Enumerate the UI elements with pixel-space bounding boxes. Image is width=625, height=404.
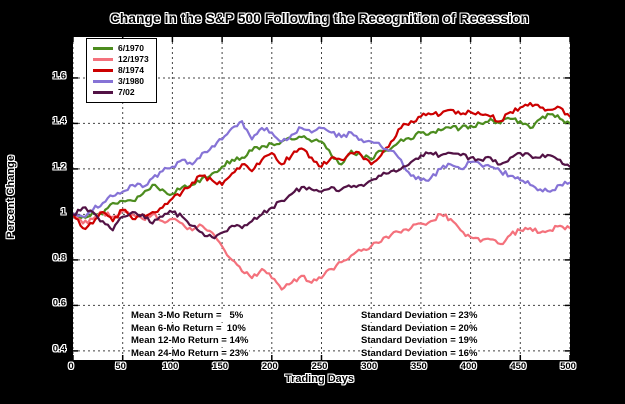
y-tick-label: 0.6: [52, 297, 66, 309]
legend-swatch: [93, 80, 113, 83]
x-axis-label: Trading Days: [284, 373, 355, 385]
annotation-line: Standard Deviation = 19%: [360, 335, 479, 346]
annotation-line: Mean 12-Mo Return = 14%: [130, 335, 250, 346]
legend-swatch: [93, 69, 113, 72]
legend-swatch: [93, 91, 113, 94]
x-tick-label: 250: [311, 361, 328, 372]
legend-item: 6/1970: [93, 43, 149, 54]
plot-svg: [73, 37, 570, 360]
series-line-12-1973: [73, 208, 570, 291]
series-line-3-1980: [73, 120, 570, 218]
x-tick-label: 500: [560, 361, 576, 372]
mean-return-annotation: Mean 3-Mo Return = 5% Mean 6-Mo Return = …: [130, 310, 250, 360]
legend-label: 3/1980: [118, 76, 144, 86]
legend-item: 3/1980: [93, 76, 149, 87]
y-tick-label: 0.4: [52, 343, 66, 355]
series-line-7-02: [73, 151, 570, 240]
plot-area: 6/1970 12/1973 8/1974 3/1980 7/02 Mean 3-Mo …: [71, 35, 572, 362]
legend-item: 7/02: [93, 87, 149, 98]
legend-label: 8/1974: [118, 65, 144, 75]
annotation-line: Standard Deviation = 20%: [360, 322, 479, 334]
annotation-line: Mean 24-Mo Return = 23%: [130, 347, 250, 359]
y-tick-label: 0.8: [52, 252, 66, 264]
legend-label: 12/1973: [118, 54, 149, 64]
chart-title: Change in the S&P 500 Following the Reco…: [109, 11, 530, 26]
standard-deviation-annotation: Standard Deviation = 23% Standard Deviati…: [360, 310, 479, 360]
x-tick-label: 50: [115, 361, 126, 372]
legend-label: 6/1970: [118, 43, 144, 53]
annotation-line: Standard Deviation = 16%: [360, 347, 479, 359]
y-tick-label: 1.2: [52, 161, 66, 173]
x-tick-label: 0: [68, 361, 74, 372]
annotation-line: Mean 6-Mo Return = 10%: [130, 322, 247, 334]
x-tick-label: 450: [510, 361, 527, 372]
y-tick-label: 1: [60, 206, 66, 218]
x-tick-label: 100: [162, 361, 179, 372]
x-tick-label: 300: [361, 361, 378, 372]
y-axis-label: Percent Change: [5, 155, 17, 239]
x-tick-label: 150: [212, 361, 229, 372]
legend-item: 12/1973: [93, 54, 149, 65]
legend-label: 7/02: [118, 87, 135, 97]
legend-item: 8/1974: [93, 65, 149, 76]
legend-box: 6/1970 12/1973 8/1974 3/1980 7/02: [86, 38, 157, 103]
series-line-8-1974: [73, 101, 570, 231]
series-line-6-1970: [73, 112, 570, 220]
legend-swatch: [93, 47, 113, 50]
annotation-line: Standard Deviation = 23%: [360, 310, 479, 321]
x-tick-label: 400: [460, 361, 477, 372]
annotation-line: Mean 3-Mo Return = 5%: [130, 310, 245, 321]
x-tick-label: 350: [410, 361, 427, 372]
legend-swatch: [93, 58, 113, 61]
y-tick-label: 1.4: [52, 115, 66, 127]
y-tick-label: 1.6: [52, 70, 66, 82]
x-tick-label: 200: [261, 361, 278, 372]
